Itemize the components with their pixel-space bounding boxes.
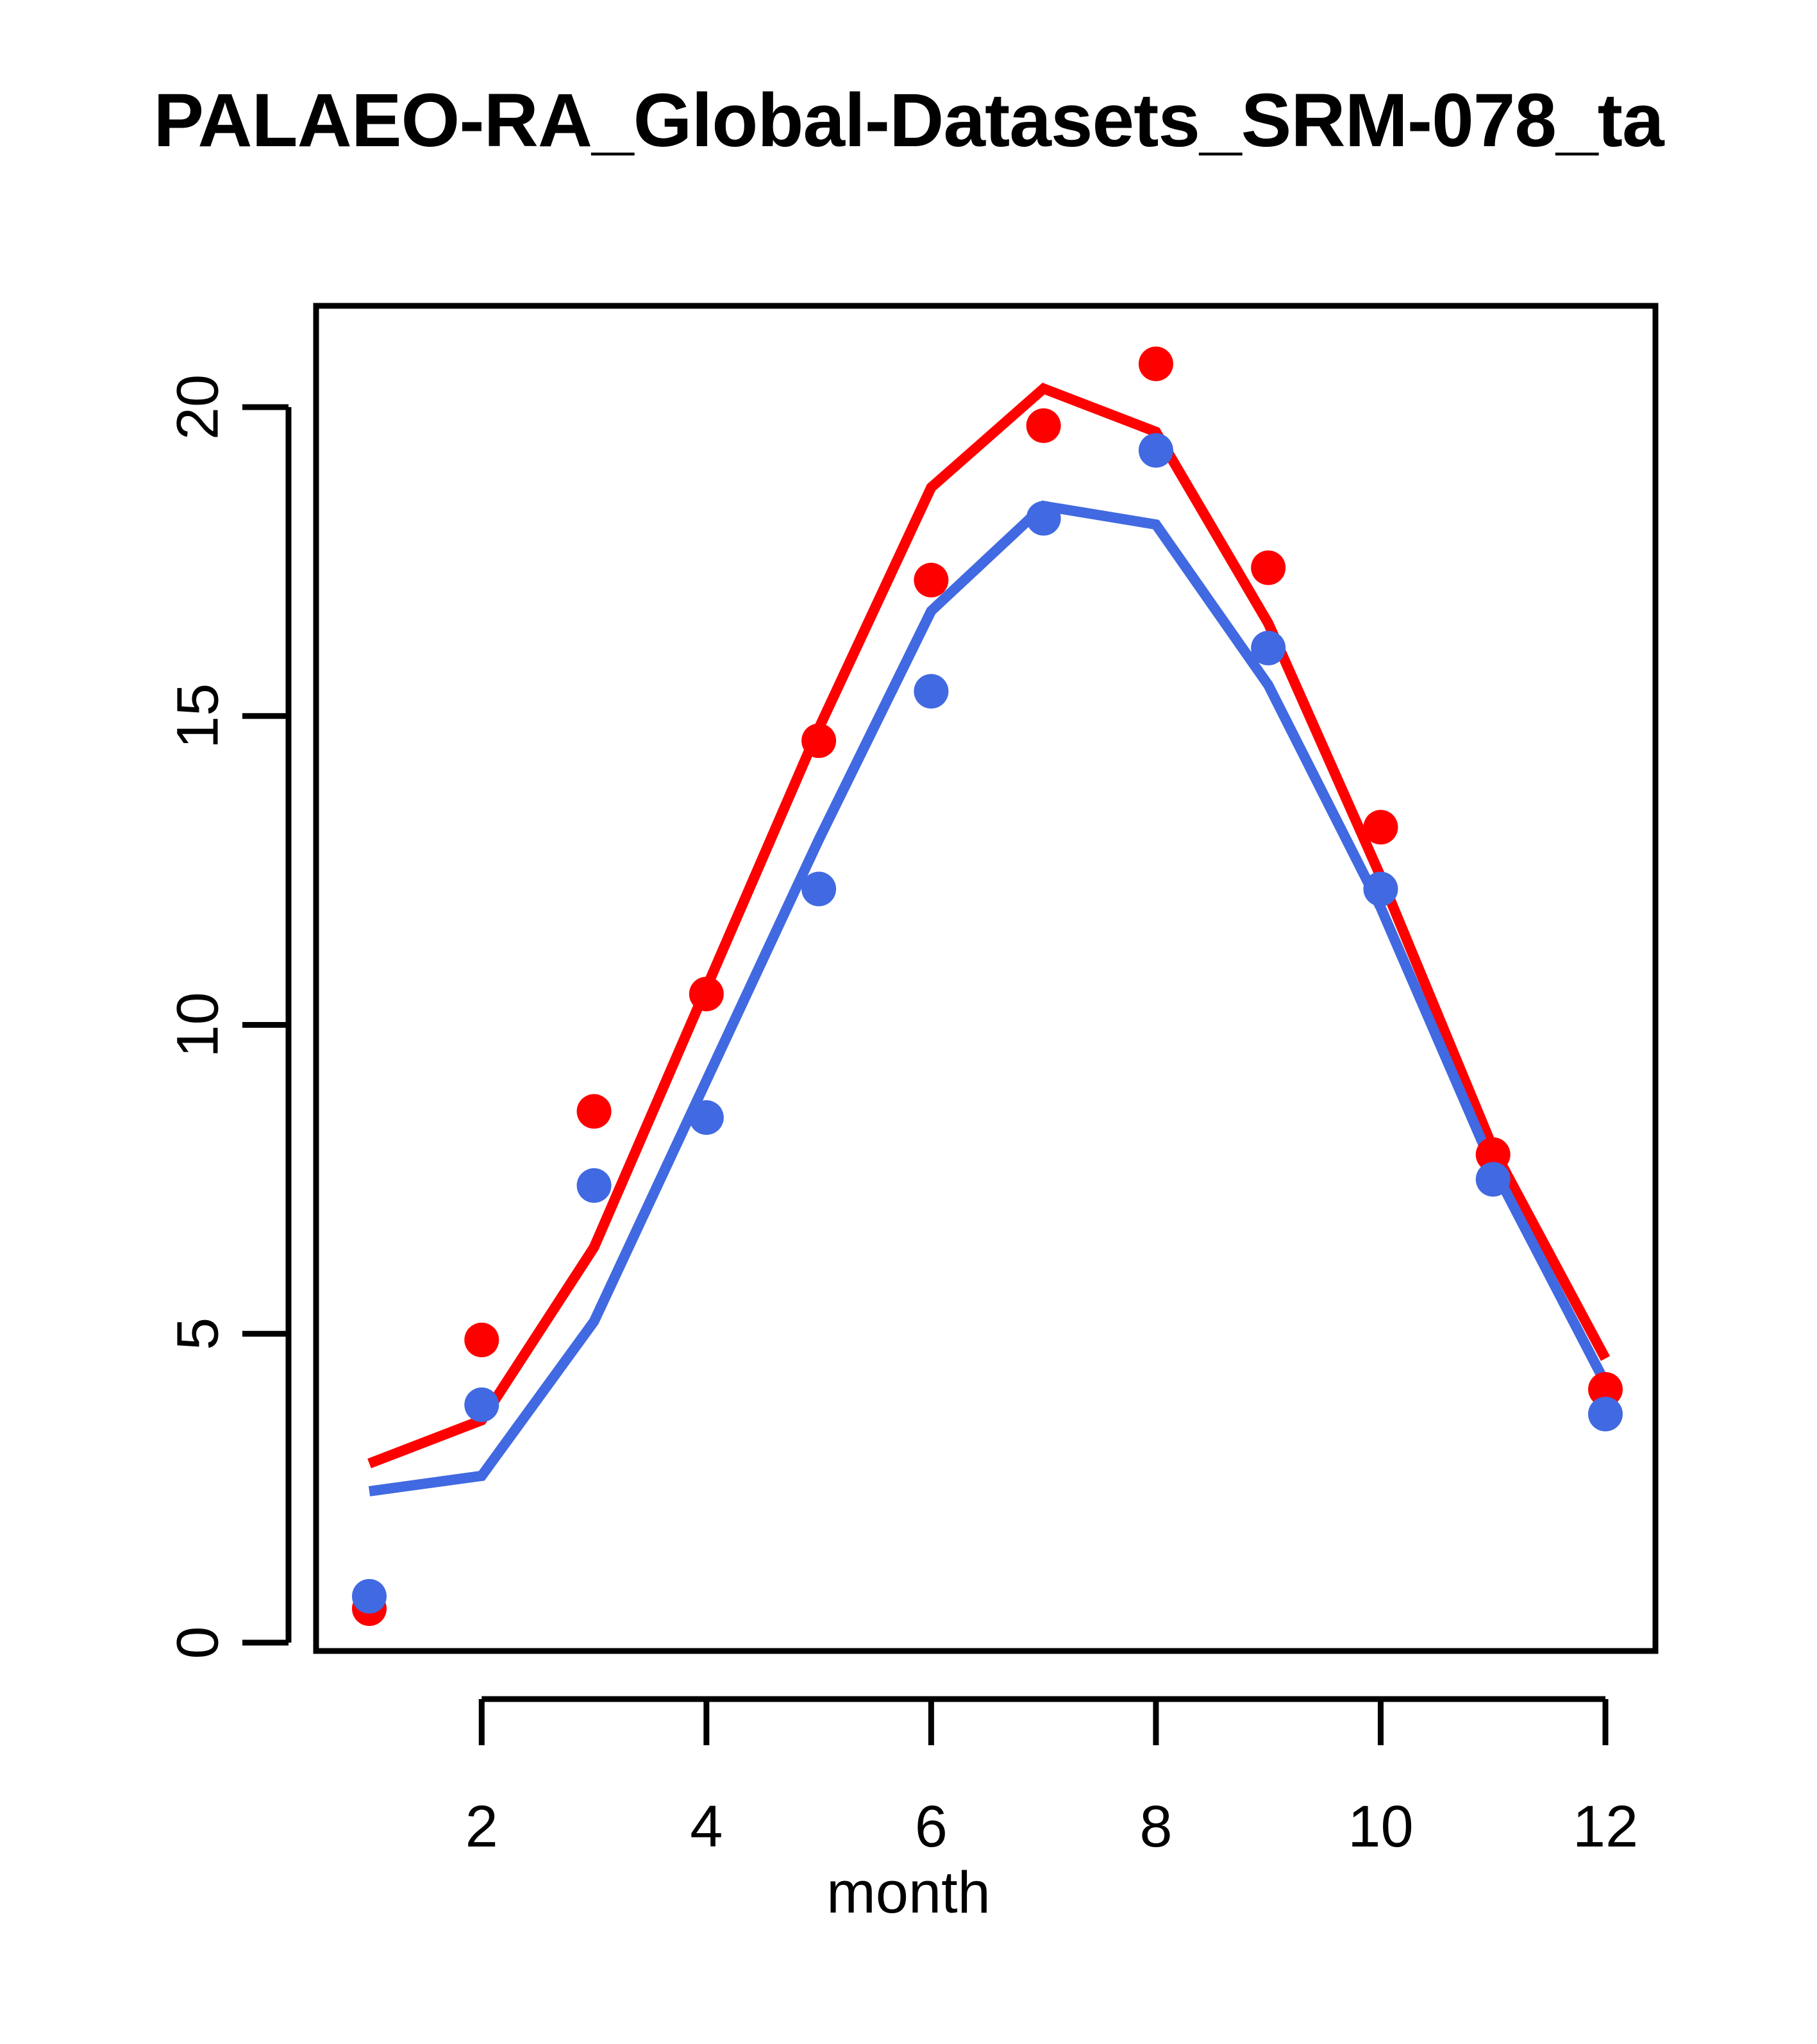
data-point-blue-points	[689, 1100, 724, 1135]
tick-labels-group: 0 5 10 15 20 2 4 6 8 10 12	[165, 374, 1638, 1859]
data-point-red-points	[801, 723, 837, 758]
data-point-red-points	[1363, 810, 1398, 845]
page-title: PALAEO-RA_Global-Datasets_SRM-078_ta	[153, 78, 1664, 163]
plot-frame	[313, 303, 1659, 1654]
series-line-red-line	[367, 382, 1611, 1469]
y-tick-label: 5	[165, 1318, 230, 1350]
data-point-red-points	[689, 976, 724, 1012]
data-point-red-points	[1138, 346, 1173, 381]
series-group	[352, 346, 1623, 1627]
y-tick-label: 10	[165, 992, 230, 1057]
data-point-blue-points	[1026, 501, 1061, 536]
data-point-blue-points	[1475, 1162, 1511, 1197]
x-tick-label: 10	[1348, 1794, 1413, 1859]
data-point-red-points	[1588, 1371, 1623, 1407]
y-tick-label: 0	[165, 1626, 230, 1659]
x-tick-label: 4	[690, 1794, 723, 1859]
data-point-blue-points	[1588, 1396, 1623, 1432]
data-point-blue-points	[1138, 433, 1173, 468]
data-point-blue-points	[352, 1579, 387, 1614]
x-tick-label: 12	[1573, 1794, 1638, 1859]
series-line-blue-line	[368, 500, 1611, 1496]
y-tick-label: 15	[165, 683, 230, 749]
x-tick-label: 2	[465, 1794, 498, 1859]
x-axis-label: month	[826, 1860, 991, 1925]
data-point-blue-points	[464, 1387, 499, 1423]
y-tick-label: 20	[165, 374, 230, 440]
data-point-red-points	[914, 562, 949, 598]
data-point-blue-points	[801, 871, 837, 907]
data-point-red-points	[464, 1322, 499, 1357]
data-point-blue-points	[914, 674, 949, 709]
data-point-blue-points	[1363, 871, 1398, 907]
data-point-red-points	[1475, 1137, 1511, 1172]
data-point-red-points	[1026, 408, 1061, 443]
x-tick-label: 8	[1139, 1794, 1172, 1859]
axes-group	[242, 303, 1659, 1745]
data-point-red-points	[1251, 550, 1286, 585]
data-point-blue-points	[1251, 630, 1286, 666]
data-point-red-points	[576, 1094, 612, 1129]
x-tick-label: 6	[915, 1794, 948, 1859]
data-point-blue-points	[576, 1168, 612, 1203]
